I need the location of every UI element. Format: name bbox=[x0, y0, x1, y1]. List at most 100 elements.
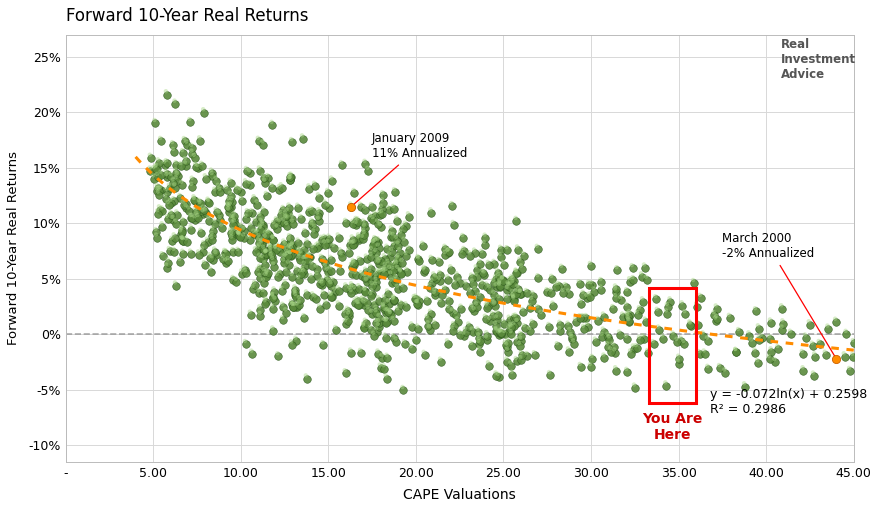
Point bbox=[177, 134, 191, 142]
Point bbox=[689, 299, 703, 307]
Point bbox=[284, 251, 298, 259]
Point bbox=[506, 290, 520, 298]
Point bbox=[266, 257, 280, 265]
Point bbox=[519, 286, 533, 294]
Point bbox=[273, 248, 287, 256]
Point bbox=[282, 235, 296, 243]
Point bbox=[420, 297, 434, 305]
Point bbox=[277, 254, 292, 263]
Point bbox=[227, 216, 241, 224]
Point bbox=[191, 247, 205, 256]
Point bbox=[554, 262, 568, 270]
Point bbox=[469, 273, 483, 281]
Point bbox=[729, 348, 743, 356]
Point bbox=[283, 248, 297, 256]
Point bbox=[380, 287, 394, 295]
Point bbox=[364, 265, 378, 273]
Point bbox=[549, 279, 563, 288]
Point bbox=[466, 304, 480, 313]
Point bbox=[176, 250, 190, 258]
Point bbox=[488, 319, 502, 327]
Point bbox=[822, 325, 836, 333]
Point bbox=[278, 281, 293, 289]
Point bbox=[384, 279, 399, 287]
Point bbox=[278, 247, 293, 255]
Point bbox=[175, 228, 189, 236]
Point bbox=[265, 232, 279, 240]
Point bbox=[700, 336, 714, 345]
Point bbox=[292, 297, 306, 305]
Point bbox=[385, 202, 400, 210]
Point bbox=[315, 236, 329, 244]
Point bbox=[797, 330, 812, 338]
Point bbox=[270, 224, 285, 233]
Point bbox=[552, 324, 566, 332]
Point bbox=[506, 292, 520, 300]
Point bbox=[365, 310, 379, 318]
Point bbox=[318, 259, 332, 267]
Point bbox=[358, 284, 372, 292]
Point bbox=[383, 308, 397, 316]
Point bbox=[268, 245, 283, 253]
Point bbox=[388, 334, 402, 343]
Point bbox=[379, 351, 393, 359]
Point bbox=[655, 331, 669, 340]
Point bbox=[569, 318, 583, 326]
Point bbox=[513, 342, 527, 350]
Point bbox=[312, 208, 326, 216]
Point bbox=[709, 305, 723, 313]
Point bbox=[343, 260, 358, 268]
Point bbox=[802, 317, 816, 325]
Point bbox=[392, 248, 407, 257]
Point bbox=[178, 161, 193, 169]
Point bbox=[258, 179, 272, 187]
Point bbox=[526, 292, 541, 300]
Point bbox=[288, 333, 302, 342]
Point bbox=[189, 208, 203, 216]
Point bbox=[252, 239, 266, 247]
Point bbox=[282, 173, 296, 181]
Point bbox=[500, 348, 515, 356]
Point bbox=[209, 251, 223, 260]
Point bbox=[175, 146, 189, 154]
Point bbox=[287, 300, 301, 308]
Point bbox=[225, 197, 239, 206]
Point bbox=[384, 223, 398, 232]
Point bbox=[181, 203, 195, 211]
Point bbox=[263, 247, 277, 255]
Point bbox=[296, 134, 310, 143]
Point bbox=[293, 269, 308, 277]
Point bbox=[494, 329, 508, 337]
Point bbox=[359, 319, 373, 327]
Point bbox=[513, 353, 527, 361]
Point bbox=[167, 148, 181, 156]
Point bbox=[371, 220, 385, 228]
Point bbox=[317, 342, 331, 350]
Point bbox=[531, 305, 545, 314]
Point bbox=[637, 261, 651, 269]
Point bbox=[492, 279, 507, 288]
Point bbox=[636, 334, 650, 343]
Point bbox=[445, 202, 459, 210]
Point bbox=[208, 248, 222, 256]
Point bbox=[328, 288, 343, 296]
Point bbox=[561, 322, 575, 330]
Point bbox=[706, 308, 721, 316]
Point bbox=[256, 242, 270, 250]
Point bbox=[784, 330, 798, 338]
Point bbox=[256, 275, 270, 284]
Point bbox=[562, 325, 576, 333]
Point bbox=[257, 258, 271, 266]
Point bbox=[357, 229, 371, 237]
Point bbox=[374, 364, 388, 372]
Point bbox=[471, 330, 485, 338]
Point bbox=[613, 331, 627, 339]
Point bbox=[274, 180, 288, 188]
Point bbox=[380, 257, 394, 265]
Point bbox=[275, 183, 289, 191]
Point bbox=[361, 167, 376, 175]
Point bbox=[747, 304, 762, 312]
Point bbox=[267, 221, 281, 230]
Point bbox=[291, 236, 305, 244]
Point bbox=[154, 203, 169, 211]
